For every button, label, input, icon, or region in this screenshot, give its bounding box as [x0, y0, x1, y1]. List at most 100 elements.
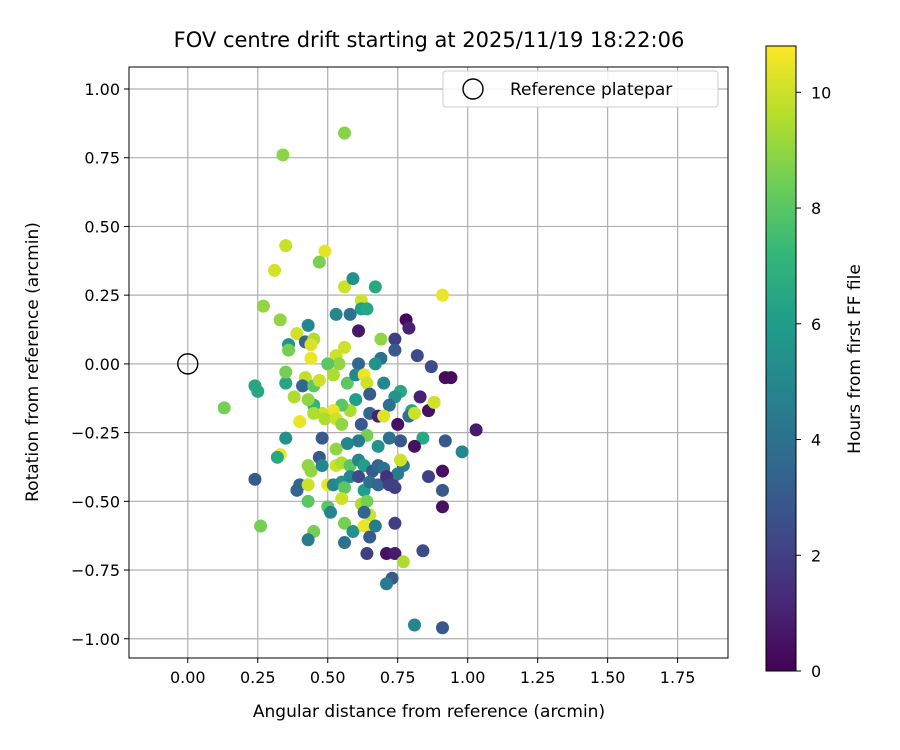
y-tick-label: 0.25	[84, 286, 120, 305]
data-point	[301, 494, 315, 508]
data-point	[368, 280, 382, 294]
data-point	[338, 481, 352, 495]
data-point	[338, 126, 352, 140]
colorbar-tick-label: 6	[811, 315, 821, 334]
data-point	[282, 343, 296, 357]
data-point	[413, 390, 427, 404]
reference-platepar-marker	[177, 353, 199, 375]
data-point	[435, 288, 449, 302]
legend-label: Reference platepar	[510, 80, 672, 100]
data-point	[357, 519, 371, 533]
data-point	[388, 516, 402, 530]
data-point	[276, 148, 290, 162]
colorbar-label: Hours from first FF file	[845, 264, 865, 454]
data-point	[304, 351, 318, 365]
y-tick-label: 0.50	[84, 217, 120, 236]
y-tick-label: −0.50	[71, 492, 120, 511]
data-point	[360, 547, 374, 561]
data-point	[455, 445, 469, 459]
data-point	[338, 280, 352, 294]
data-point	[435, 500, 449, 514]
data-point	[335, 492, 349, 506]
data-point	[315, 431, 329, 445]
data-points	[217, 126, 483, 635]
x-tick-label: 1.50	[590, 668, 626, 687]
data-point	[352, 324, 366, 338]
data-point	[363, 387, 377, 401]
x-tick-label: 0.75	[380, 668, 416, 687]
y-tick-label: 0.75	[84, 149, 120, 168]
data-point	[346, 272, 360, 286]
x-tick-label: 0.00	[170, 668, 206, 687]
data-point	[315, 459, 329, 473]
data-point	[469, 423, 483, 437]
data-point	[349, 393, 363, 407]
colorbar-tick-label: 4	[811, 431, 821, 450]
data-point	[254, 519, 268, 533]
data-point	[410, 349, 424, 363]
y-axis-ticks: −1.00 −0.75 −0.50 −0.25 0.00 0.25 0.50 0.75 1.00	[71, 80, 129, 649]
legend: Reference platepar	[442, 70, 719, 108]
x-tick-label: 1.75	[660, 668, 696, 687]
data-point	[279, 365, 293, 379]
data-point	[329, 442, 343, 456]
data-point	[394, 453, 408, 467]
colorbar-gradient	[766, 46, 796, 671]
data-point	[312, 255, 326, 269]
data-point	[312, 373, 326, 387]
y-axis-label: Rotation from reference (arcmin)	[23, 222, 43, 502]
data-point	[326, 368, 340, 382]
data-point	[377, 376, 391, 390]
data-point	[352, 470, 366, 484]
data-point	[251, 384, 265, 398]
data-point	[296, 379, 310, 393]
data-point	[424, 360, 438, 374]
data-point	[427, 395, 441, 409]
data-point	[422, 470, 435, 484]
data-point	[329, 307, 343, 321]
data-point	[270, 450, 284, 464]
data-point	[416, 431, 430, 445]
colorbar-tick-label: 8	[811, 199, 821, 218]
data-point	[248, 472, 262, 486]
data-point	[352, 357, 366, 371]
data-point	[435, 621, 449, 635]
data-point	[301, 533, 315, 547]
colorbar: 0 2 4 6 8 10 Hours from first FF file	[765, 45, 865, 681]
data-point	[368, 519, 382, 533]
data-point	[380, 577, 394, 591]
data-point	[318, 412, 332, 426]
data-point	[338, 516, 352, 530]
data-point	[293, 415, 307, 429]
data-point	[394, 434, 408, 448]
data-point	[408, 618, 422, 632]
colorbar-tick-label: 10	[811, 83, 831, 102]
data-point	[217, 401, 231, 415]
legend-reference-marker-icon	[462, 78, 484, 100]
colorbar-frame	[765, 45, 797, 672]
data-point	[435, 464, 449, 478]
data-point	[391, 417, 405, 431]
data-point	[402, 321, 416, 335]
data-point	[340, 376, 354, 390]
data-point	[346, 525, 360, 539]
data-point	[354, 417, 368, 431]
x-tick-label: 0.25	[240, 668, 276, 687]
colorbar-tick-label: 2	[811, 546, 821, 565]
data-point	[435, 483, 449, 497]
data-point	[357, 505, 371, 519]
data-point	[352, 434, 366, 448]
data-point	[368, 357, 382, 371]
data-point	[338, 340, 352, 354]
colorbar-tick-label: 0	[811, 662, 821, 681]
x-axis-ticks: 0.00 0.25 0.50 0.75 1.00 1.25 1.50 1.75	[170, 658, 695, 687]
data-point	[360, 302, 374, 316]
data-point	[301, 478, 315, 492]
data-point	[301, 318, 315, 332]
data-point	[360, 494, 374, 508]
data-point	[256, 299, 270, 313]
data-point	[388, 547, 402, 561]
data-point	[304, 338, 318, 352]
legend-box	[442, 70, 719, 108]
